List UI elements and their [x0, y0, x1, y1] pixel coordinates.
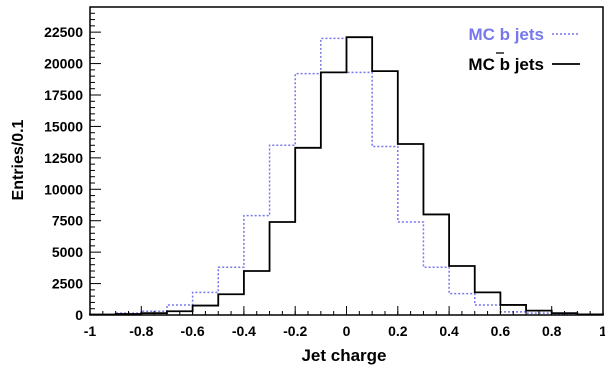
y-tick-label: 5000: [52, 244, 83, 260]
x-tick-label: -0.2: [283, 323, 307, 339]
y-tick-label: 15000: [44, 118, 83, 134]
legend-label-b-jets: MC b jets: [468, 25, 544, 44]
x-tick-label: 0.2: [388, 323, 408, 339]
histogram-series: [89, 36, 604, 316]
y-tick-label: 17500: [44, 87, 83, 103]
series-bbar-jets-line: [89, 36, 604, 316]
x-tick-label: -0.4: [232, 323, 256, 339]
axis-ticks: [89, 6, 604, 316]
axis-tick-labels: -1 -0.8 -0.6 -0.4 -0.2 0 0.2 0.4 0.6 0.8 1 0 2500 500…: [44, 24, 605, 339]
legend-text-jets: jets: [510, 55, 544, 74]
y-tick-label: 12500: [44, 150, 83, 166]
x-tick-label: 0.8: [542, 323, 562, 339]
y-tick-label: 10000: [44, 181, 83, 197]
legend: MC b jets MC b jets: [468, 25, 580, 74]
x-tick-label: 0: [343, 323, 351, 339]
y-axis-label: Entries/0.1: [10, 119, 27, 200]
y-tick-label: 2500: [52, 276, 83, 292]
series-b-jets-line: [89, 37, 604, 316]
x-tick-label: -0.8: [129, 323, 153, 339]
x-tick-label: -1: [84, 323, 97, 339]
y-tick-label: 0: [75, 307, 83, 323]
legend-text-mc-b: MC b: [468, 55, 510, 74]
x-axis-label: Jet charge: [301, 346, 386, 365]
x-tick-label: -0.6: [181, 323, 205, 339]
legend-label-bbar-jets: MC b jets: [468, 55, 544, 74]
y-tick-label: 22500: [44, 24, 83, 40]
x-tick-label: 0.4: [439, 323, 459, 339]
y-tick-label: 20000: [44, 56, 83, 72]
x-tick-label: 1: [599, 323, 605, 339]
x-tick-label: 0.6: [491, 323, 511, 339]
y-tick-label: 7500: [52, 213, 83, 229]
